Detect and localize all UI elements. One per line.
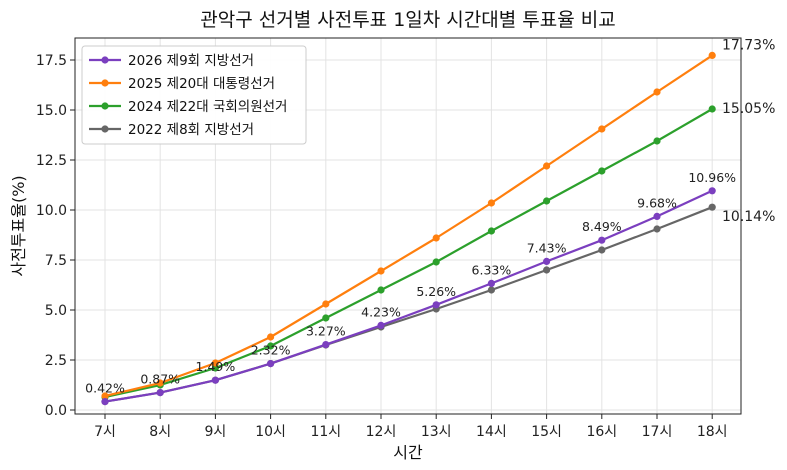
data-label: 9.68%: [637, 195, 677, 210]
data-label: 4.23%: [361, 304, 401, 319]
x-tick-label: 17시: [642, 424, 673, 440]
end-label: 15.05%: [722, 101, 775, 117]
data-point: [653, 225, 661, 233]
data-point: [101, 392, 109, 400]
y-axis: 0.0 2.5 5.0 7.5 10.0 12.5 15.0 17.5: [36, 53, 75, 419]
data-label: 0.87%: [140, 372, 180, 387]
x-axis-label: 시간: [393, 443, 423, 462]
data-label: 1.49%: [196, 359, 236, 374]
y-tick-label: 5.0: [45, 303, 67, 319]
data-point: [598, 246, 606, 254]
legend: 2026 제9회 지방선거 2025 제20대 대통령선거 2024 제22대 국회…: [81, 45, 307, 145]
data-point: [487, 199, 495, 207]
x-tick-label: 7시: [94, 424, 116, 440]
x-tick-label: 11시: [310, 424, 341, 440]
y-tick-label: 0.0: [45, 403, 67, 419]
data-point: [598, 125, 606, 133]
y-tick-label: 15.0: [36, 103, 67, 119]
data-point: [543, 266, 551, 274]
end-label: 17.73%: [722, 37, 775, 53]
x-tick-label: 13시: [421, 424, 452, 440]
y-tick-label: 10.0: [36, 203, 67, 219]
data-label: 0.42%: [85, 381, 125, 396]
data-point: [267, 360, 275, 368]
data-label: 10.96%: [688, 170, 736, 185]
x-tick-label: 12시: [366, 424, 397, 440]
legend-label: 2025 제20대 대통령선거: [128, 76, 275, 92]
data-point: [322, 341, 330, 349]
legend-box: [81, 45, 307, 145]
data-point: [487, 227, 495, 235]
x-tick-label: 15시: [531, 424, 562, 440]
data-point: [322, 314, 330, 322]
data-labels: 0.42% 0.87% 1.49% 2.32% 3.27% 4.23% 5.26% 6.33%…: [85, 37, 775, 395]
plot-frame: [74, 37, 742, 415]
x-tick-label: 16시: [586, 424, 617, 440]
data-point: [377, 321, 385, 329]
data-point: [432, 301, 440, 309]
y-axis-label: 사전투표율(%): [9, 175, 28, 276]
y-tick-label: 17.5: [36, 53, 67, 69]
data-point: [543, 257, 551, 265]
data-point: [543, 197, 551, 205]
legend-label: 2024 제22대 국회의원선거: [128, 99, 287, 115]
data-point: [708, 105, 716, 113]
y-tick-label: 2.5: [45, 353, 67, 369]
series-line: [104, 54, 713, 398]
series-line: [104, 189, 713, 403]
legend-label: 2022 제8회 지방선거: [128, 122, 254, 138]
data-point: [487, 286, 495, 294]
data-point: [653, 88, 661, 96]
legend-marker: [101, 102, 109, 110]
data-point: [156, 389, 164, 397]
data-point: [708, 203, 716, 211]
data-label: 7.43%: [527, 240, 567, 255]
data-label: 3.27%: [306, 324, 346, 339]
x-tick-label: 8시: [149, 424, 171, 440]
data-point: [543, 162, 551, 170]
series-lines: [101, 51, 716, 406]
data-label: 5.26%: [416, 284, 456, 299]
data-point: [211, 376, 219, 384]
data-point: [653, 212, 661, 220]
legend-label: 2026 제9회 지방선거: [128, 53, 254, 69]
data-point: [432, 258, 440, 266]
data-point: [211, 359, 219, 367]
x-tick-label: 9시: [205, 424, 227, 440]
data-label: 2.32%: [251, 343, 291, 358]
legend-marker: [101, 79, 109, 87]
data-point: [377, 286, 385, 294]
data-point: [267, 333, 275, 341]
end-label: 10.14%: [722, 209, 775, 225]
data-point: [377, 267, 385, 275]
data-label: 8.49%: [582, 219, 622, 234]
data-point: [598, 236, 606, 244]
data-label: 6.33%: [472, 262, 512, 277]
data-point: [487, 279, 495, 287]
data-point: [211, 364, 219, 372]
data-point: [267, 342, 275, 350]
x-axis: 7시 8시 9시 10시 11시 12시 13시 14시 15시 16시 17시 18시: [94, 414, 728, 440]
data-point: [156, 379, 164, 387]
data-point: [432, 234, 440, 242]
data-point: [653, 137, 661, 145]
series-line: [104, 108, 713, 399]
legend-marker: [101, 125, 109, 133]
x-tick-label: 14시: [476, 424, 507, 440]
legend-marker: [101, 56, 109, 64]
data-point: [598, 167, 606, 175]
data-point: [708, 187, 716, 195]
data-point: [322, 300, 330, 308]
x-tick-label: 18시: [697, 424, 728, 440]
x-tick-label: 10시: [255, 424, 286, 440]
data-point: [708, 51, 716, 60]
data-point: [101, 398, 109, 406]
y-tick-label: 7.5: [45, 253, 67, 269]
y-tick-label: 12.5: [36, 153, 67, 169]
chart-title: 관악구 선거별 사전투표 1일차 시간대별 투표율 비교: [200, 9, 615, 31]
